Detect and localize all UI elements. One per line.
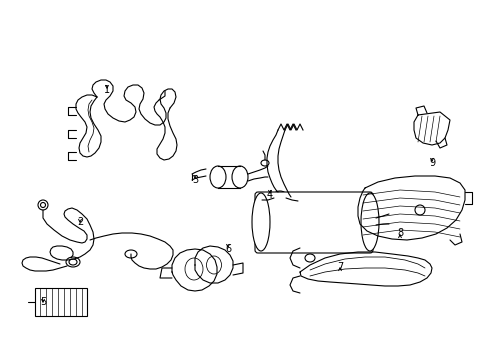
Ellipse shape [231, 166, 247, 188]
Ellipse shape [209, 166, 225, 188]
Text: 6: 6 [224, 244, 231, 254]
Text: 7: 7 [336, 262, 343, 272]
Bar [35, 288, 87, 316]
Text: 2: 2 [77, 217, 83, 227]
Text: 1: 1 [104, 85, 110, 95]
Text: 4: 4 [266, 190, 272, 200]
Text: 9: 9 [428, 158, 434, 168]
Text: 3: 3 [192, 175, 198, 185]
Ellipse shape [360, 193, 378, 251]
FancyBboxPatch shape [254, 192, 372, 253]
Ellipse shape [251, 193, 269, 251]
Text: 5: 5 [40, 297, 46, 307]
Text: 8: 8 [396, 228, 402, 238]
